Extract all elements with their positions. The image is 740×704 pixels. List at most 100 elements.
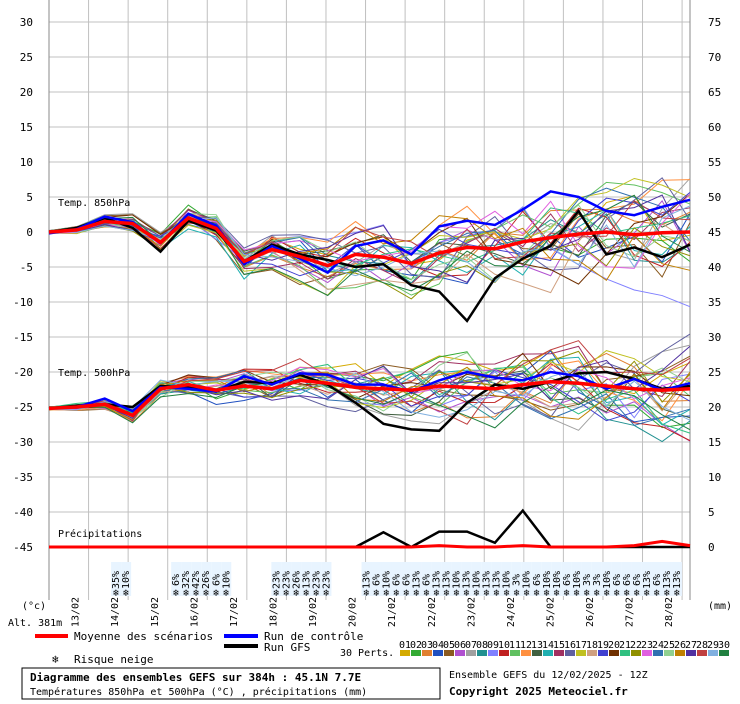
section-label-t850: Temp. 850hPa xyxy=(58,198,130,209)
legend-gfs-label: Run GFS xyxy=(264,641,310,654)
right-tick-label: 30 xyxy=(708,331,721,344)
snow-risk-label: 13% xyxy=(432,571,443,589)
pert-number: 16 xyxy=(564,640,576,651)
left-unit-label: (°c) xyxy=(22,601,46,612)
snowflake-icon: ❄ xyxy=(183,588,190,599)
snow-risk-label: 23% xyxy=(271,571,282,589)
pert-color-swatch xyxy=(697,650,707,656)
x-date-label: 24/02 xyxy=(506,597,517,627)
left-tick-label: -25 xyxy=(13,401,33,414)
snow-risk-label: 6% xyxy=(652,574,663,586)
snow-risk-label: 10% xyxy=(572,571,583,589)
pert-number: 23 xyxy=(641,640,653,651)
legend-snowflake-icon: ❄ xyxy=(52,653,59,666)
snow-risk-label: 6% xyxy=(402,574,413,586)
title-line2: Températures 850hPa et 500hPa (°C) , pré… xyxy=(30,686,367,698)
snow-risk-label: 6% xyxy=(562,574,573,586)
snowflake-icon: ❄ xyxy=(113,588,120,599)
right-tick-label: 60 xyxy=(708,121,721,134)
right-tick-label: 35 xyxy=(708,296,721,309)
snow-risk-cell xyxy=(651,562,662,596)
snow-risk-label: 10% xyxy=(472,571,483,589)
right-tick-label: 5 xyxy=(708,506,715,519)
right-tick-label: 75 xyxy=(708,16,721,29)
snow-risk-label: 23% xyxy=(311,571,322,589)
snow-risk-cell xyxy=(381,562,392,596)
snow-risk-label: 10% xyxy=(382,571,393,589)
snow-risk-label: 6% xyxy=(372,574,383,586)
snow-risk-cell xyxy=(511,562,522,596)
snow-risk-label: 6% xyxy=(612,574,623,586)
pert-number: 10 xyxy=(498,640,510,651)
snowflake-icon: ❄ xyxy=(594,588,601,599)
snowflake-icon: ❄ xyxy=(604,588,611,599)
snow-risk-cell xyxy=(461,562,472,596)
pert-color-swatch xyxy=(620,650,630,656)
snow-risk-cell xyxy=(321,562,332,596)
pert-number: 22 xyxy=(630,640,642,651)
snow-risk-label: 23% xyxy=(321,571,332,589)
snowflake-icon: ❄ xyxy=(504,588,511,599)
x-date-label: 25/02 xyxy=(545,597,556,627)
snow-risk-label: 13% xyxy=(412,571,423,589)
snow-risk-cell xyxy=(221,562,232,596)
pert-number: 20 xyxy=(608,640,620,651)
pert-color-swatch xyxy=(543,650,553,656)
snowflake-icon: ❄ xyxy=(223,588,230,599)
pert-number: 17 xyxy=(575,640,587,651)
snow-risk-label: 6% xyxy=(211,574,222,586)
snow-risk-cell xyxy=(481,562,492,596)
snow-risk-cell xyxy=(581,562,592,596)
right-tick-label: 0 xyxy=(708,541,715,554)
pert-color-swatch xyxy=(521,650,531,656)
snow-risk-cell xyxy=(271,562,282,596)
t850-member-24 xyxy=(48,187,691,273)
snow-risk-cell xyxy=(441,562,452,596)
snow-risk-cell xyxy=(601,562,612,596)
x-date-label: 23/02 xyxy=(466,597,477,627)
t850-gfs-line xyxy=(48,208,691,323)
x-date-label: 22/02 xyxy=(427,597,438,627)
pert-number: 12 xyxy=(520,640,532,651)
snowflake-icon: ❄ xyxy=(664,588,671,599)
pert-color-swatch xyxy=(422,650,432,656)
snow-risk-cell xyxy=(661,562,672,596)
snowflake-icon: ❄ xyxy=(624,588,631,599)
snow-risk-label: 13% xyxy=(482,571,493,589)
snow-risk-label: 13% xyxy=(442,571,453,589)
pert-number: 26 xyxy=(674,640,686,651)
section-label-precip: Précipitations xyxy=(58,528,142,540)
snow-risk-cell xyxy=(391,562,402,596)
snow-risk-cell xyxy=(411,562,422,596)
t850-member-28 xyxy=(48,200,691,265)
left-tick-label: -10 xyxy=(13,296,33,309)
pert-color-swatch xyxy=(576,650,586,656)
snow-risk-cell xyxy=(551,562,562,596)
pert-number: 27 xyxy=(685,640,697,651)
snow-risk-cell xyxy=(201,562,212,596)
pert-number: 06 xyxy=(454,640,466,651)
snowflake-icon: ❄ xyxy=(123,588,130,599)
snow-risk-cell xyxy=(491,562,502,596)
legend-snow-label: Risque neige xyxy=(74,653,153,666)
left-tick-label: 20 xyxy=(20,86,33,99)
snowflake-icon: ❄ xyxy=(634,588,641,599)
snow-risk-label: 10% xyxy=(452,571,463,589)
snow-risk-cell xyxy=(451,562,462,596)
snow-risk-label: 10% xyxy=(602,571,613,589)
left-tick-label: -15 xyxy=(13,331,33,344)
pert-color-swatch xyxy=(411,650,421,656)
snowflake-icon: ❄ xyxy=(394,588,401,599)
left-tick-label: 5 xyxy=(26,191,33,204)
t850-member-14 xyxy=(48,209,691,280)
snowflake-icon: ❄ xyxy=(574,588,581,599)
snow-risk-label: 13% xyxy=(662,571,673,589)
snowflake-icon: ❄ xyxy=(484,588,491,599)
snow-risk-cell xyxy=(531,562,542,596)
pert-color-swatch xyxy=(510,650,520,656)
pert-color-swatch xyxy=(455,650,465,656)
pert-number: 15 xyxy=(553,640,565,651)
pert-color-swatch xyxy=(653,650,663,656)
snow-risk-cell xyxy=(311,562,322,596)
